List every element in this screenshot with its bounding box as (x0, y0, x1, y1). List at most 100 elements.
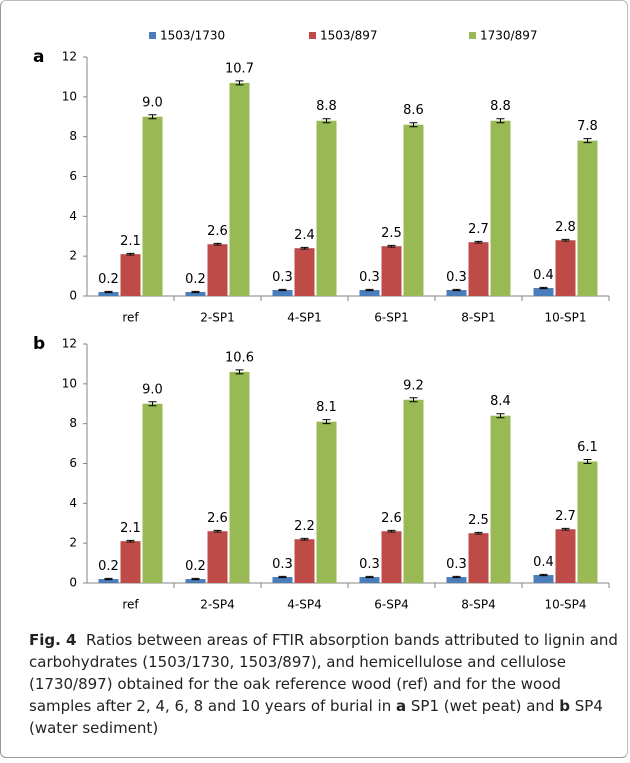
error-bar (278, 575, 287, 579)
error-bar (191, 290, 200, 294)
error-bar (561, 238, 570, 242)
x-tick-label: 8-SP4 (461, 598, 495, 612)
charts: a 0 2 4 6 8 10 12 ref 2-SP1 4-SP1 6-SP1 8-SP1 10-SP1 1… (33, 29, 610, 612)
error-bar (452, 288, 461, 292)
y-tick-label: 8 (69, 129, 77, 143)
value-label: 0.3 (272, 270, 293, 285)
caption: Fig. 4 Ratios between areas of FTIR abso… (29, 629, 619, 739)
error-bar (126, 252, 135, 256)
x-tick-label: 4-SP4 (287, 598, 321, 612)
value-label: 0.3 (446, 270, 467, 285)
error-bar (474, 240, 483, 244)
error-bar (496, 413, 505, 419)
x-tick-label: 4-SP1 (287, 311, 321, 325)
value-label: 0.2 (185, 272, 206, 287)
value-label: 10.6 (225, 350, 254, 365)
value-label: 0.4 (533, 268, 554, 283)
bar (207, 531, 228, 583)
value-label: 2.6 (207, 224, 228, 239)
error-bar (148, 401, 157, 407)
x-tick-label: ref (122, 311, 139, 325)
bar (490, 415, 511, 583)
bar (272, 577, 293, 583)
bar (577, 461, 598, 583)
error-bar (365, 575, 374, 579)
panel-label: a (33, 47, 44, 67)
value-label: 9.0 (142, 95, 163, 110)
error-bar (126, 539, 135, 543)
value-label: 0.2 (185, 559, 206, 574)
value-label: 0.2 (98, 272, 119, 287)
value-label: 8.8 (490, 99, 511, 114)
caption-text: SP4 (water sediment) (29, 697, 603, 737)
value-label: 2.6 (207, 511, 228, 526)
error-bar (539, 573, 548, 577)
error-bar (474, 531, 483, 535)
legend-label: 1503/897 (320, 29, 378, 43)
bar (207, 244, 228, 296)
bar (555, 240, 576, 296)
value-label: 2.8 (555, 220, 576, 235)
y-tick-label: 6 (69, 169, 77, 183)
error-bar (104, 290, 113, 294)
y-tick-label: 2 (69, 536, 77, 550)
bar (533, 575, 554, 583)
error-bar (322, 118, 331, 124)
bar (577, 140, 598, 296)
value-label: 0.2 (98, 559, 119, 574)
y-tick-label: 10 (62, 376, 77, 390)
caption-panel: a (396, 697, 407, 715)
legend-label: 1730/897 (480, 29, 538, 43)
y-tick-label: 12 (62, 337, 77, 351)
caption-panel: b (559, 697, 570, 715)
panel-label: b (33, 334, 45, 354)
value-label: 2.5 (468, 513, 489, 528)
y-tick-label: 4 (69, 209, 77, 223)
bar (316, 120, 337, 296)
x-tick-label: 10-SP4 (544, 598, 586, 612)
y-tick-label: 12 (62, 50, 77, 64)
bar (294, 248, 315, 296)
error-bar (213, 529, 222, 533)
bar (533, 288, 554, 296)
value-label: 0.3 (272, 557, 293, 572)
error-bar (278, 288, 287, 292)
value-label: 8.6 (403, 103, 424, 118)
x-tick-label: 6-SP1 (374, 311, 408, 325)
legend-swatch (149, 32, 156, 39)
bar (359, 577, 380, 583)
bar (468, 533, 489, 583)
value-label: 8.4 (490, 394, 511, 409)
y-tick-label: 4 (69, 496, 77, 510)
x-tick-label: 2-SP4 (200, 598, 234, 612)
bar (403, 124, 424, 296)
bar (185, 579, 206, 583)
value-label: 2.7 (468, 222, 489, 237)
value-label: 8.1 (316, 400, 337, 415)
error-bar (191, 577, 200, 581)
bar (120, 541, 141, 583)
y-tick-label: 0 (69, 576, 77, 590)
caption-text: SP1 (wet peat) and (410, 697, 555, 715)
error-bar (148, 114, 157, 120)
bar (142, 116, 163, 296)
value-label: 8.8 (316, 99, 337, 114)
value-label: 0.4 (533, 555, 554, 570)
bar (490, 120, 511, 296)
bar (229, 371, 250, 583)
bar (468, 242, 489, 296)
bar (446, 290, 467, 296)
error-bar (583, 459, 592, 464)
error-bar (539, 286, 548, 290)
error-bar (496, 118, 505, 124)
bar (555, 529, 576, 583)
bar (446, 577, 467, 583)
x-tick-label: 2-SP1 (200, 311, 234, 325)
bar (120, 254, 141, 296)
y-tick-label: 10 (62, 89, 77, 103)
bar (272, 290, 293, 296)
value-label: 9.0 (142, 382, 163, 397)
bar (403, 399, 424, 583)
error-bar (213, 242, 222, 246)
y-tick-label: 2 (69, 249, 77, 263)
